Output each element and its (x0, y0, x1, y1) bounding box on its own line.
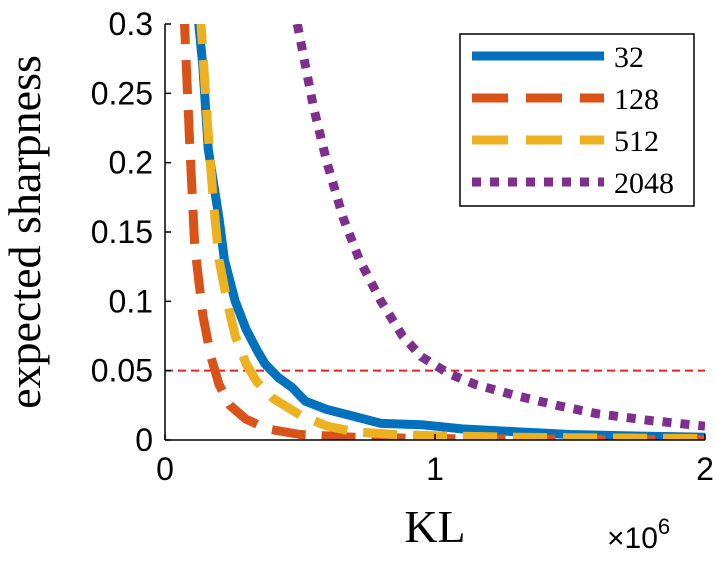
y-tick-label: 0.3 (109, 6, 153, 42)
y-tick-label: 0.1 (109, 283, 153, 319)
x-tick-label: 2 (696, 451, 714, 487)
legend-label-2048: 2048 (614, 167, 674, 200)
y-tick-label: 0.2 (109, 145, 153, 181)
x-multiplier-exponent: 6 (658, 514, 670, 539)
legend-box (459, 33, 695, 207)
x-tick-label: 1 (426, 451, 444, 487)
x-tick-label: 0 (156, 451, 174, 487)
legend-label-128: 128 (614, 83, 659, 116)
x-axis-multiplier: ×106 (607, 514, 670, 555)
series-line-128 (179, 24, 705, 440)
series-line-2048 (292, 24, 705, 431)
y-tick-label: 0.15 (91, 214, 153, 250)
legend-label-32: 32 (614, 41, 644, 74)
y-tick-label: 0 (135, 422, 153, 458)
y-tick-label: 0.05 (91, 353, 153, 389)
y-axis-label: expected sharpness (0, 55, 50, 409)
y-tick-label: 0.25 (91, 75, 153, 111)
x-axis-label: KL (404, 501, 465, 552)
legend: 32 128 512 2048 (459, 33, 695, 207)
series-line-512 (196, 24, 705, 440)
legend-label-512: 512 (614, 125, 659, 158)
x-multiplier-base: ×10 (607, 522, 658, 555)
